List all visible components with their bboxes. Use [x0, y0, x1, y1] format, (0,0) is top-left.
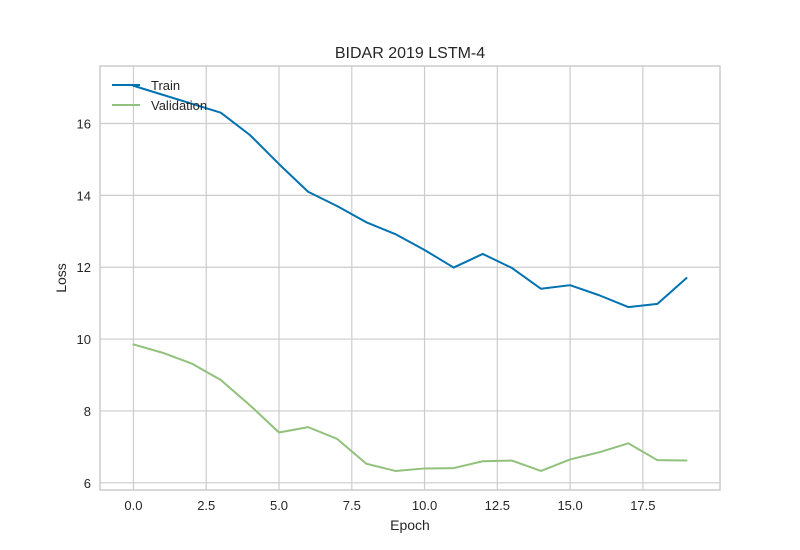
x-axis-ticks: 0.0 2.5 5.0 7.5 10.0 12.5 15.0 17.5 — [124, 498, 655, 513]
x-tick-label: 5.0 — [270, 498, 288, 513]
series-line-validation — [132, 343, 688, 472]
x-tick-label: 17.5 — [630, 498, 655, 513]
plot-frame — [99, 65, 721, 491]
y-tick-label: 8 — [84, 404, 91, 419]
series-line-train — [132, 84, 688, 309]
x-tick-label: 15.0 — [557, 498, 582, 513]
x-tick-label: 2.5 — [197, 498, 215, 513]
x-tick-label: 7.5 — [343, 498, 361, 513]
series-lines — [132, 84, 688, 472]
legend-label-validation: Validation — [151, 98, 207, 113]
y-tick-label: 12 — [77, 260, 91, 275]
y-axis-label: Loss — [53, 263, 69, 293]
grid-lines — [100, 66, 720, 490]
y-tick-label: 14 — [77, 188, 91, 203]
x-axis-label: Epoch — [390, 517, 430, 533]
x-tick-label: 12.5 — [485, 498, 510, 513]
x-tick-label: 10.0 — [412, 498, 437, 513]
y-tick-label: 6 — [84, 476, 91, 491]
y-axis-ticks: 6 8 10 12 14 16 — [77, 116, 91, 490]
legend-label-train: Train — [151, 78, 180, 93]
chart-title: BIDAR 2019 LSTM-4 — [335, 45, 485, 62]
legend: Train Validation — [112, 78, 207, 113]
y-tick-label: 10 — [77, 332, 91, 347]
x-tick-label: 0.0 — [124, 498, 142, 513]
plot-area — [100, 66, 720, 490]
y-tick-label: 16 — [77, 116, 91, 131]
